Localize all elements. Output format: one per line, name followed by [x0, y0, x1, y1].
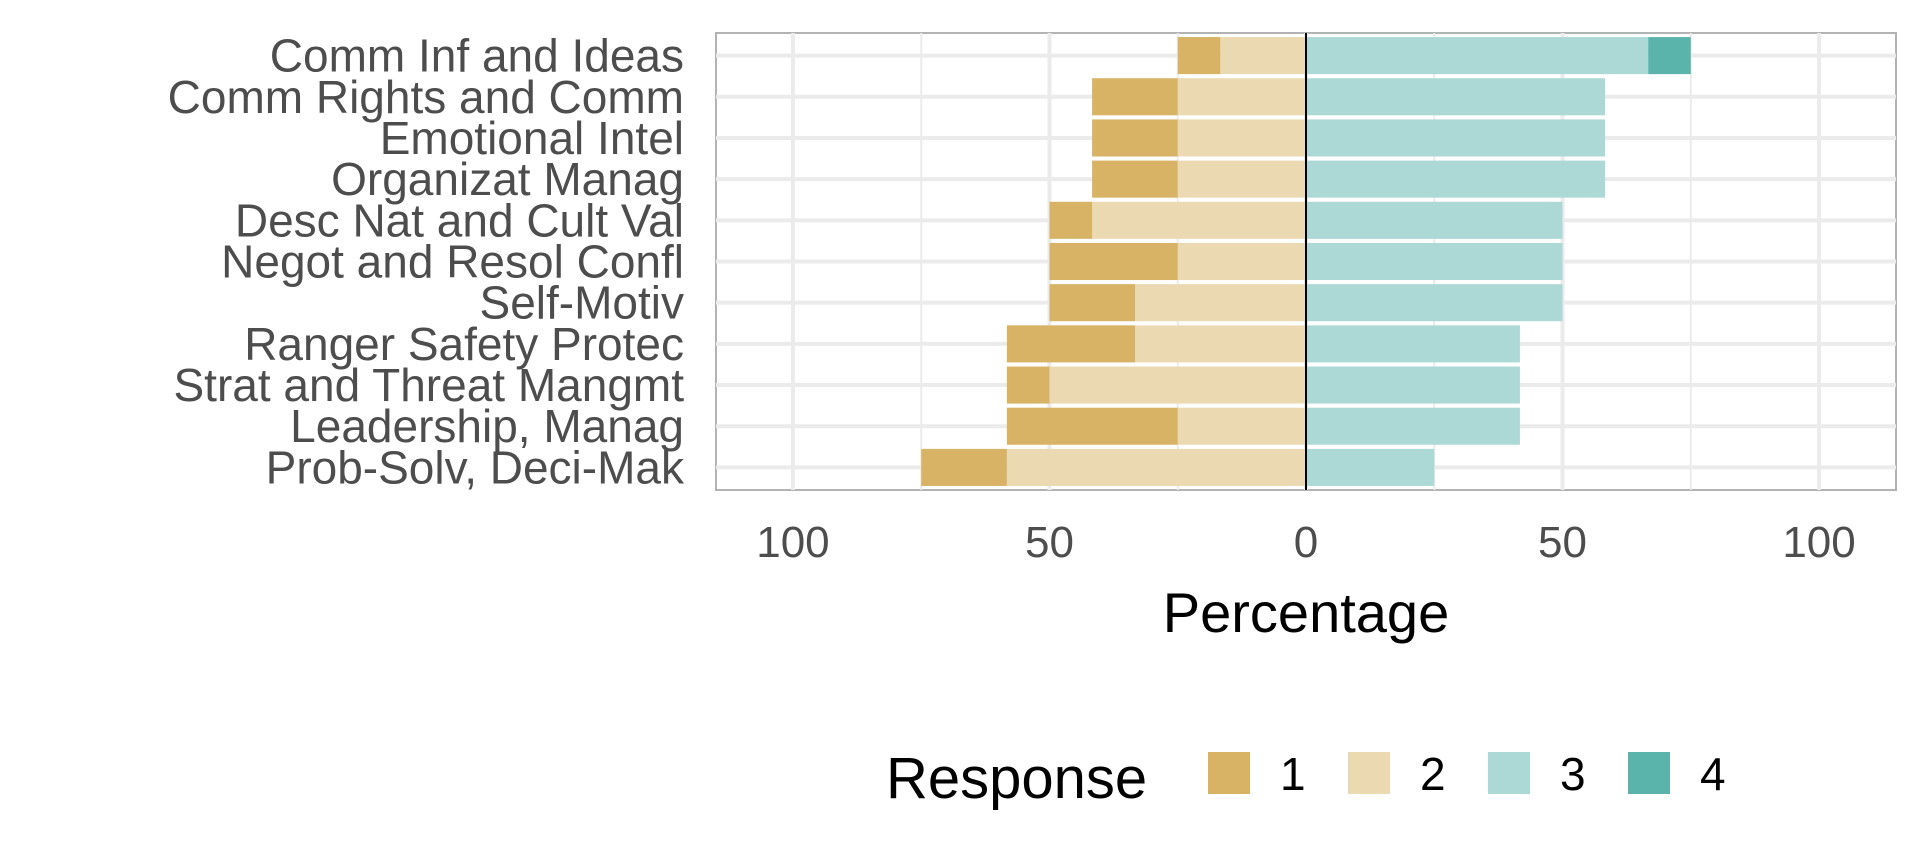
- bar-response-3: [1306, 119, 1606, 157]
- x-tick-label: 100: [1782, 518, 1855, 567]
- bar-response-1: [1092, 119, 1178, 157]
- bar-response-2: [1220, 37, 1306, 75]
- bar-response-3: [1306, 366, 1520, 404]
- legend-key-3: [1488, 752, 1530, 794]
- bar-response-4: [1648, 37, 1691, 75]
- legend-label: 3: [1560, 748, 1586, 800]
- bar-response-2: [1049, 366, 1306, 404]
- category-label: Negot and Resol Confl: [221, 236, 684, 288]
- legend: Response 1 2 3 4: [886, 746, 1726, 811]
- bar-response-2: [1177, 242, 1306, 281]
- bar-response-3: [1306, 284, 1563, 322]
- bar-response-2: [1135, 325, 1306, 363]
- category-label: Self-Motiv: [480, 277, 684, 329]
- x-tick-label: 0: [1294, 518, 1318, 567]
- category-label: Strat and Threat Mangmt: [173, 359, 684, 411]
- bar-response-1: [1006, 366, 1050, 404]
- bar-response-3: [1306, 201, 1563, 239]
- bar-response-1: [1006, 325, 1136, 363]
- bar-response-1: [1177, 37, 1221, 75]
- bar-response-3: [1306, 242, 1563, 281]
- bar-response-1: [921, 448, 1007, 486]
- x-tick-label: 50: [1025, 518, 1074, 567]
- legend-key-1: [1208, 752, 1250, 794]
- bar-response-1: [1092, 78, 1178, 116]
- legend-label: 1: [1280, 748, 1306, 800]
- x-tick-labels: 100 50 0 50 100: [756, 518, 1856, 567]
- bar-response-3: [1306, 325, 1520, 363]
- bar-response-2: [1177, 407, 1306, 445]
- bar-response-2: [1177, 78, 1306, 116]
- bar-response-3: [1306, 37, 1649, 75]
- bar-response-2: [1006, 448, 1306, 486]
- bar-response-1: [1049, 242, 1178, 281]
- legend-title: Response: [886, 746, 1147, 811]
- x-tick-label: 100: [756, 518, 829, 567]
- legend-key-2: [1348, 752, 1390, 794]
- category-label: Comm Rights and Comm: [168, 71, 684, 123]
- category-label: Ranger Safety Protec: [244, 318, 684, 370]
- bar-response-1: [1006, 407, 1178, 445]
- bar-response-1: [1049, 201, 1093, 239]
- bar-response-1: [1049, 284, 1136, 322]
- legend-key-4: [1628, 752, 1670, 794]
- legend-label: 4: [1700, 748, 1726, 800]
- bar-response-2: [1135, 284, 1306, 322]
- bar-response-3: [1306, 448, 1435, 486]
- bar-response-3: [1306, 160, 1606, 198]
- bar-response-2: [1177, 119, 1306, 157]
- bar-response-3: [1306, 407, 1520, 445]
- category-label: Desc Nat and Cult Val: [235, 194, 684, 246]
- category-label: Leadership, Manag: [290, 400, 684, 452]
- category-label: Emotional Intel: [380, 112, 684, 164]
- category-label: Comm Inf and Ideas: [270, 30, 684, 82]
- bar-response-1: [1092, 160, 1178, 198]
- bar-response-3: [1306, 78, 1606, 116]
- legend-label: 2: [1420, 748, 1446, 800]
- bar-response-2: [1177, 160, 1306, 198]
- category-label: Prob-Solv, Deci-Mak: [266, 441, 685, 493]
- x-tick-label: 50: [1538, 518, 1587, 567]
- x-axis-title: Percentage: [1163, 581, 1449, 644]
- category-label: Organizat Manag: [331, 153, 684, 205]
- bar-response-2: [1092, 201, 1306, 239]
- bars: [921, 37, 1691, 486]
